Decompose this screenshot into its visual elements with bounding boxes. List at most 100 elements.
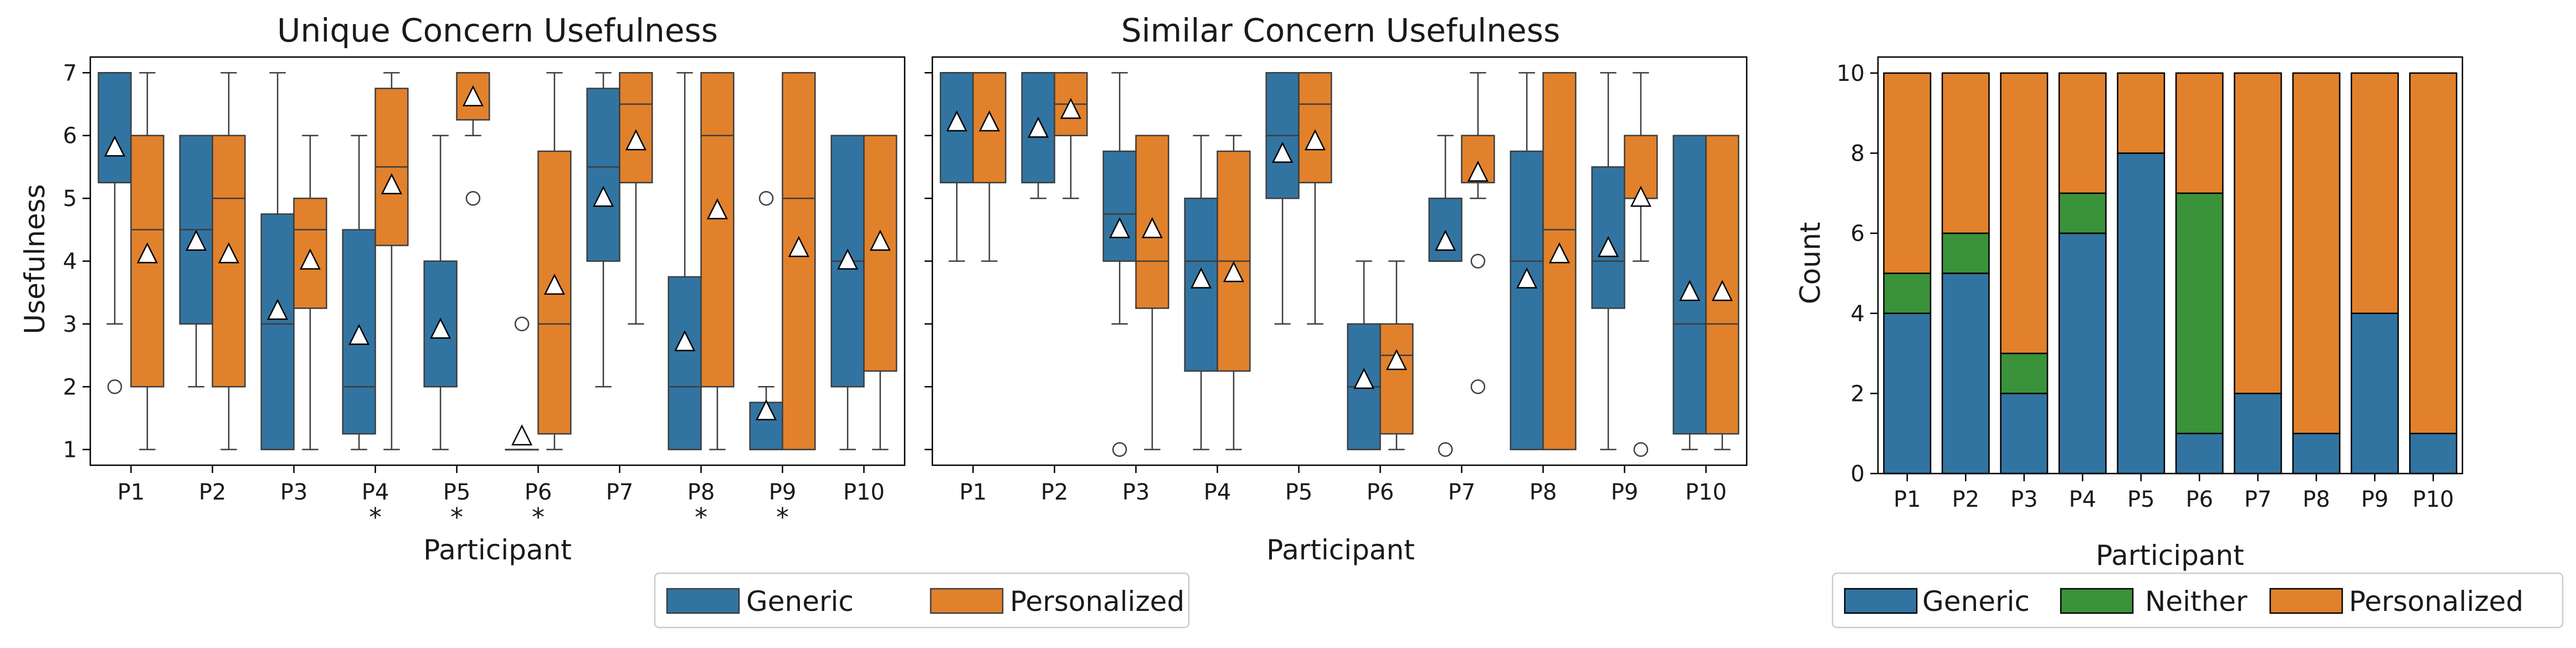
bar-segment-generic (2351, 312, 2399, 475)
panel-preference-counts: Count Participant 0 2 4 6 8 10 P1 P2 P3 P4 P5 P6 P7 P… (1794, 56, 2464, 572)
y-tick-label: 6 (63, 124, 77, 149)
mean-marker (625, 129, 646, 151)
bar-segment-personalized (2000, 72, 2049, 354)
x-tick-label: P4 (1204, 480, 1231, 505)
box-personalized (782, 72, 816, 450)
chart-title-unique: Unique Concern Usefulness (277, 12, 718, 49)
legend-swatch-generic (666, 588, 740, 614)
x-tick-label: P4 (362, 480, 389, 505)
x-tick-label: P3 (280, 480, 308, 505)
mean-marker (1516, 267, 1538, 289)
mean-marker (104, 135, 126, 157)
bar-segment-generic (2117, 152, 2166, 475)
x-tick-label: P6 (525, 480, 552, 505)
bar-segment-generic (2234, 393, 2282, 475)
legend-label-personalized: Personalized (1010, 585, 1184, 618)
box-generic (668, 276, 702, 450)
x-tick-label: P2 (1041, 480, 1069, 505)
mean-marker (674, 330, 696, 352)
x-tick-label: P7 (1448, 480, 1476, 505)
x-tick-label: P9 (2361, 487, 2389, 512)
mean-marker (1272, 141, 1294, 163)
outlier-point (465, 191, 481, 206)
x-tick-label: P6 (1367, 480, 1394, 505)
mean-marker (1304, 129, 1326, 151)
mean-marker (978, 110, 1000, 132)
box-generic (260, 213, 295, 450)
outlier-point (1633, 442, 1649, 457)
bar-segment-personalized (2058, 72, 2107, 194)
bar-segment-personalized (2175, 72, 2224, 194)
mean-marker (1141, 217, 1163, 239)
mean-marker (543, 274, 565, 295)
x-tick-label: P3 (1122, 480, 1150, 505)
legend-label-generic-bars: Generic (1922, 585, 2030, 618)
box-generic (1102, 150, 1137, 262)
x-tick-label: P1 (1893, 487, 1921, 512)
x-tick-label: P10 (843, 480, 885, 505)
significance-marker: * (369, 502, 382, 532)
mean-marker (1548, 242, 1570, 264)
mean-marker (462, 85, 484, 106)
mean-marker (1028, 116, 1049, 138)
mean-marker (1060, 97, 1081, 119)
box-plot-similar: P1 P2 P3 P4 P5 P6 P7 P8 P9 P10 (925, 72, 1739, 505)
x-tick-label: P1 (117, 480, 145, 505)
bar-segment-personalized (2292, 72, 2341, 434)
mean-marker (869, 229, 891, 251)
legend-swatch-personalized (930, 588, 1004, 614)
mean-marker (267, 299, 289, 320)
bar-segment-personalized (1941, 72, 1990, 234)
bar-segment-personalized (1883, 72, 1932, 274)
outlier-point (1438, 442, 1453, 457)
y-tick-label: 2 (1851, 381, 1865, 407)
x-tick-label: P10 (2413, 487, 2454, 512)
box-generic (1510, 150, 1544, 450)
y-tick-label: 5 (63, 186, 77, 212)
x-tick-label: P8 (687, 480, 715, 505)
outlier-point (1470, 254, 1486, 269)
x-tick-label: P4 (2069, 487, 2096, 512)
significance-marker: * (695, 502, 707, 532)
x-axis-label-counts: Participant (2096, 539, 2244, 572)
mean-marker (788, 236, 809, 258)
y-tick-label: 2 (63, 374, 77, 400)
y-tick-label: 7 (63, 60, 77, 86)
bar-segment-neither (2175, 192, 2224, 434)
y-tick-label: 6 (1851, 221, 1865, 246)
bar-segment-personalized (2234, 72, 2282, 394)
mean-marker (430, 317, 451, 339)
significance-marker: * (776, 502, 789, 532)
mean-marker (218, 242, 239, 264)
mean-marker (299, 248, 321, 270)
legend-label-neither: Neither (2145, 585, 2247, 618)
bar-segment-generic (2409, 433, 2457, 475)
mean-marker (1190, 267, 1212, 289)
bar-segment-neither (1941, 232, 1990, 274)
y-axis-label-count: Count (1794, 222, 1826, 305)
x-tick-label: P9 (769, 480, 797, 505)
box-generic (586, 88, 620, 262)
significance-marker: * (450, 502, 463, 532)
bar-segment-neither (1883, 272, 1932, 315)
y-axis-label-usefulness: Usefulness (19, 184, 51, 334)
stacked-bar-chart: 0 2 4 6 8 10 P1 P2 P3 P4 P5 P6 P7 P8 P9 P10 (1836, 61, 2457, 512)
bar-segment-generic (2000, 393, 2049, 475)
legend-swatch-generic-bars (1844, 588, 1918, 614)
mean-marker (1223, 261, 1244, 282)
x-tick-label: P5 (443, 480, 471, 505)
mean-marker (1435, 229, 1456, 251)
x-axis-label-similar: Participant (1266, 534, 1415, 566)
bar-segment-personalized (2409, 72, 2457, 434)
legend-swatch-personalized-bars (2269, 588, 2343, 614)
y-tick-label: 4 (1851, 301, 1865, 327)
x-tick-label: P7 (2244, 487, 2272, 512)
mean-marker (946, 110, 968, 132)
y-tick-label: 10 (1836, 61, 1865, 86)
mean-marker (1109, 217, 1131, 239)
mean-marker (1467, 160, 1489, 182)
x-tick-label: P7 (606, 480, 634, 505)
plot-frame-counts (1877, 56, 2464, 475)
